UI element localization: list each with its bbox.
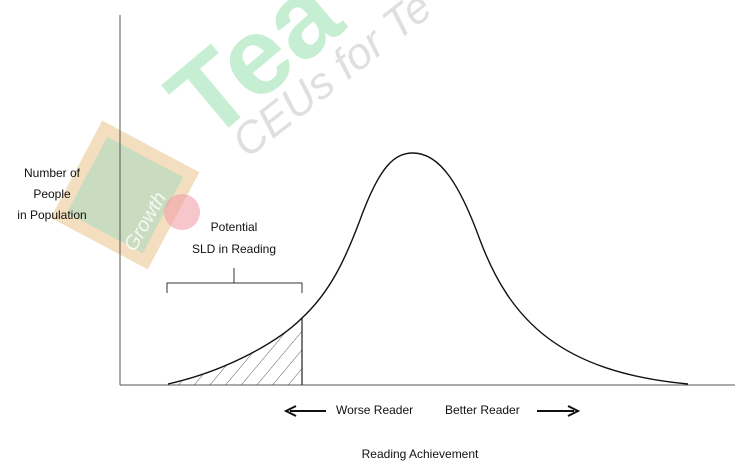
- diagram: Tea CEUs for Te Growth Number of People …: [0, 0, 738, 461]
- y-axis-label: Number of: [24, 166, 81, 180]
- better-reader: Better Reader: [445, 403, 520, 417]
- y-axis-label: in Population: [17, 208, 86, 222]
- left-arrow: [286, 406, 326, 416]
- hatched-region: [168, 153, 688, 385]
- x-axis-label: Reading Achievement: [362, 447, 479, 461]
- y-axis-label: People: [33, 187, 71, 201]
- worse-reader: Worse Reader: [336, 403, 413, 417]
- annotation: SLD in Reading: [192, 242, 276, 256]
- bracket: [167, 268, 302, 293]
- annotation: Potential: [211, 220, 258, 234]
- right-arrow: [537, 406, 578, 416]
- bell-curve: [168, 153, 688, 384]
